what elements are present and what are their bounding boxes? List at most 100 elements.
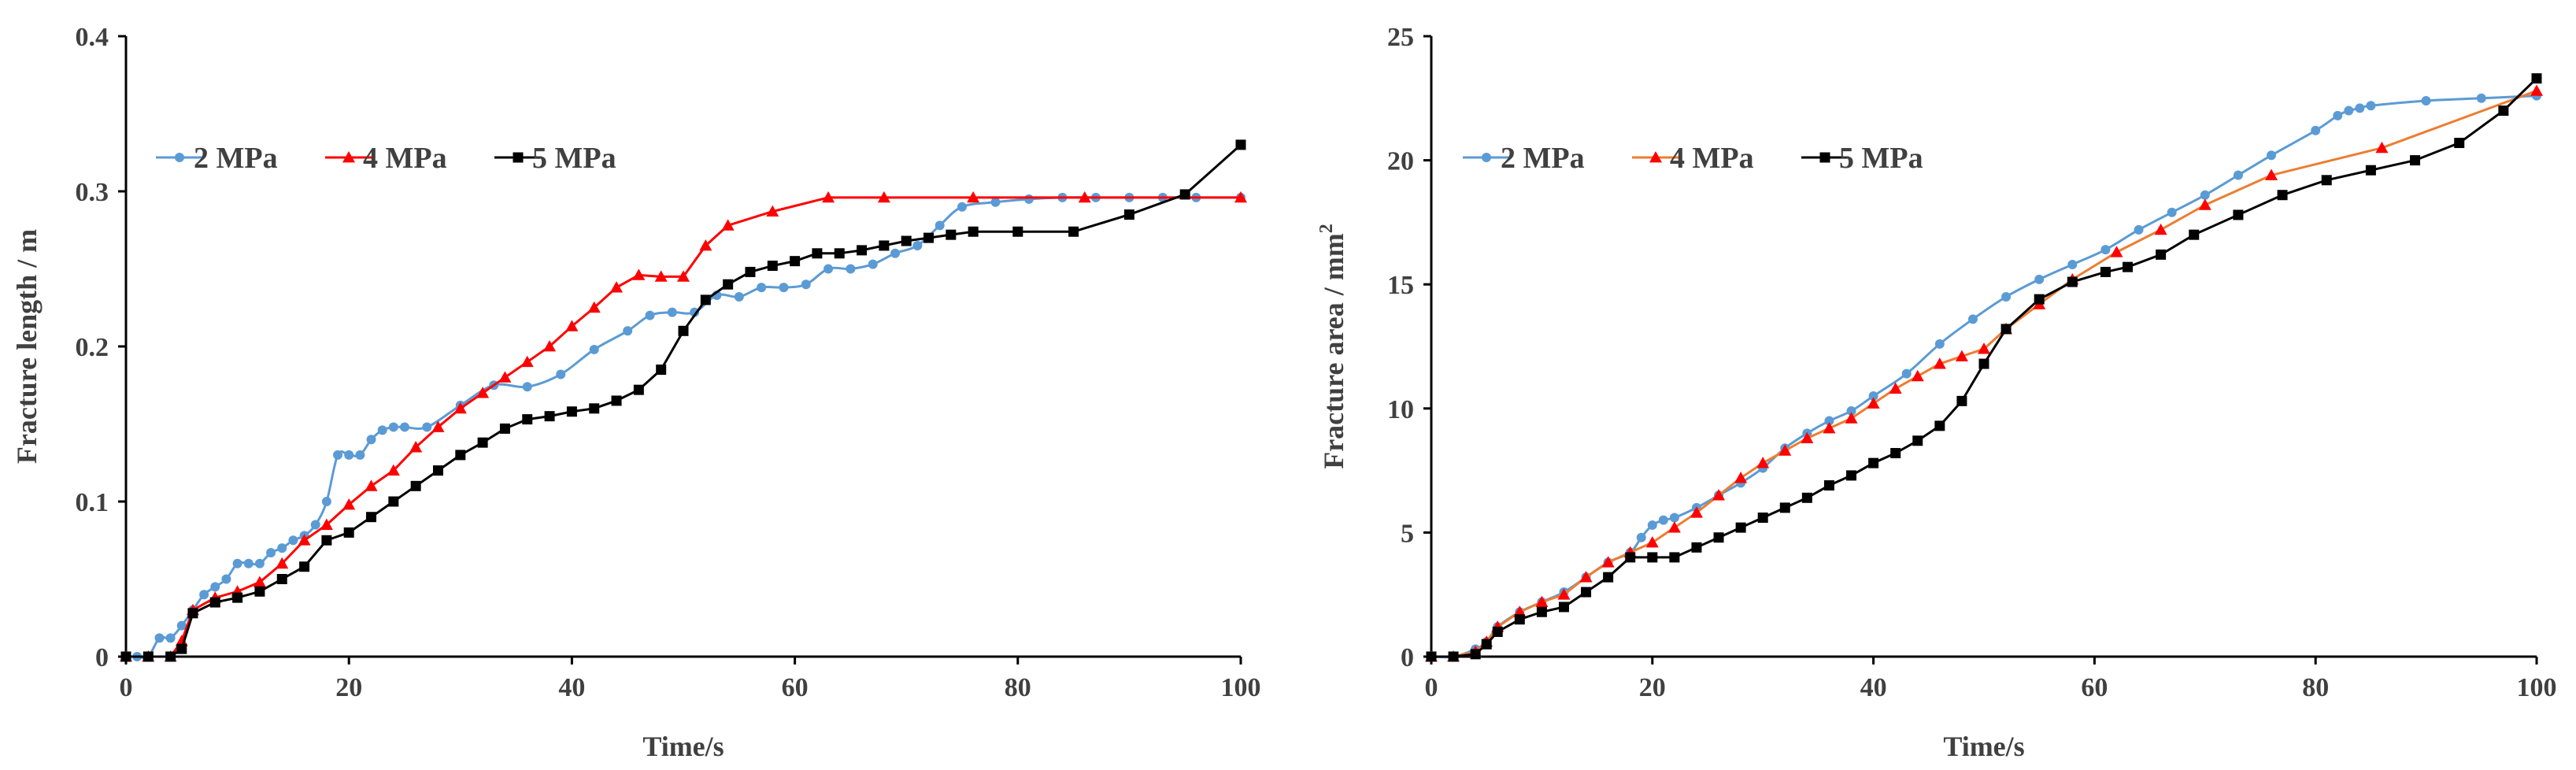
data-point bbox=[499, 423, 510, 434]
data-point bbox=[766, 205, 779, 217]
data-point bbox=[522, 414, 533, 425]
data-point bbox=[154, 633, 165, 643]
data-point bbox=[1470, 649, 1481, 660]
data-point bbox=[767, 261, 778, 272]
data-point bbox=[2198, 198, 2211, 210]
data-point bbox=[432, 465, 443, 476]
data-point bbox=[2344, 106, 2354, 116]
series-line bbox=[1431, 89, 2537, 658]
data-point bbox=[678, 325, 689, 336]
x-tick-label: 60 bbox=[782, 673, 809, 702]
x-tick-label: 80 bbox=[1005, 673, 1031, 702]
data-point bbox=[400, 422, 409, 432]
data-point bbox=[1179, 189, 1190, 200]
y-axis-label: Fracture length / m bbox=[11, 229, 43, 464]
data-point bbox=[1669, 513, 1679, 523]
legend-marker bbox=[342, 151, 355, 163]
data-point bbox=[1978, 358, 1989, 369]
y-tick-label: 0 bbox=[95, 643, 109, 672]
data-point bbox=[1824, 416, 1834, 426]
data-point bbox=[2154, 223, 2167, 235]
data-point bbox=[2156, 249, 2167, 260]
data-point bbox=[232, 592, 243, 603]
data-point bbox=[1901, 368, 1912, 379]
series-line bbox=[126, 196, 1241, 658]
data-point bbox=[1868, 391, 1878, 402]
data-point bbox=[431, 420, 445, 432]
y-tick-label: 10 bbox=[1387, 395, 1414, 424]
x-tick-label: 80 bbox=[2302, 673, 2329, 702]
data-point bbox=[1535, 595, 1549, 608]
data-point bbox=[2123, 261, 2134, 272]
data-point bbox=[1558, 602, 1569, 613]
legend-entry: 4 MPa bbox=[1632, 142, 1754, 175]
data-point bbox=[1603, 572, 1614, 583]
data-point bbox=[366, 435, 376, 445]
data-point bbox=[2000, 324, 2012, 335]
data-point bbox=[1867, 397, 1880, 409]
data-point bbox=[2067, 276, 2078, 287]
data-point bbox=[2100, 245, 2111, 255]
data-point bbox=[957, 202, 967, 212]
data-point bbox=[565, 320, 579, 331]
data-point bbox=[266, 548, 276, 558]
data-point bbox=[276, 574, 287, 584]
data-point bbox=[1734, 472, 1748, 483]
data-point bbox=[721, 219, 735, 231]
series-line bbox=[1430, 94, 2537, 659]
data-point bbox=[556, 369, 566, 379]
data-point bbox=[2476, 93, 2486, 103]
legend-marker bbox=[175, 153, 184, 162]
data-point bbox=[2366, 101, 2376, 111]
data-point bbox=[1934, 420, 1945, 431]
data-point bbox=[633, 384, 644, 395]
data-point bbox=[700, 294, 711, 305]
data-point bbox=[1601, 556, 1615, 568]
series-line bbox=[125, 196, 1241, 660]
data-point bbox=[377, 425, 387, 435]
data-point bbox=[699, 239, 712, 251]
data-point bbox=[1890, 448, 1901, 459]
legend-marker bbox=[1819, 152, 1830, 163]
data-point bbox=[1581, 587, 1592, 598]
legend-label: 4 MPa bbox=[363, 142, 447, 175]
data-point bbox=[801, 279, 811, 290]
legend-marker bbox=[1482, 153, 1491, 162]
data-point bbox=[2375, 141, 2389, 154]
data-point bbox=[1779, 502, 1790, 513]
data-point bbox=[299, 561, 310, 572]
y-tick-label: 25 bbox=[1387, 23, 1414, 52]
data-point bbox=[1658, 515, 1668, 525]
data-point bbox=[690, 307, 700, 317]
data-point bbox=[968, 226, 979, 237]
data-point bbox=[623, 326, 633, 336]
data-point bbox=[1735, 522, 1746, 533]
data-point bbox=[1669, 552, 1680, 563]
data-point bbox=[1846, 470, 1857, 481]
data-point bbox=[1023, 194, 1034, 204]
x-axis-label: Time/s bbox=[1943, 731, 2024, 762]
y-tick-label: 0.1 bbox=[76, 488, 109, 517]
data-point bbox=[209, 597, 220, 608]
legend-label: 5 MPa bbox=[532, 142, 616, 175]
x-tick-label: 20 bbox=[1639, 673, 1666, 702]
series-5-mpa bbox=[120, 139, 1246, 662]
data-point bbox=[2233, 170, 2243, 180]
data-point bbox=[476, 387, 490, 398]
y-tick-label: 5 bbox=[1401, 519, 1414, 548]
legend-entry: 2 MPa bbox=[1463, 142, 1585, 175]
legend-label: 2 MPa bbox=[1501, 142, 1585, 175]
data-point bbox=[333, 450, 343, 460]
data-point bbox=[520, 355, 534, 368]
data-point bbox=[409, 441, 423, 453]
data-point bbox=[1756, 457, 1770, 468]
legend-label: 2 MPa bbox=[194, 142, 278, 175]
data-point bbox=[1889, 382, 1902, 394]
data-point bbox=[935, 220, 945, 231]
data-point bbox=[165, 651, 176, 662]
data-point bbox=[2277, 190, 2288, 201]
x-axis-label: Time/s bbox=[642, 731, 724, 762]
data-point bbox=[611, 395, 622, 406]
data-point bbox=[1426, 651, 1437, 662]
